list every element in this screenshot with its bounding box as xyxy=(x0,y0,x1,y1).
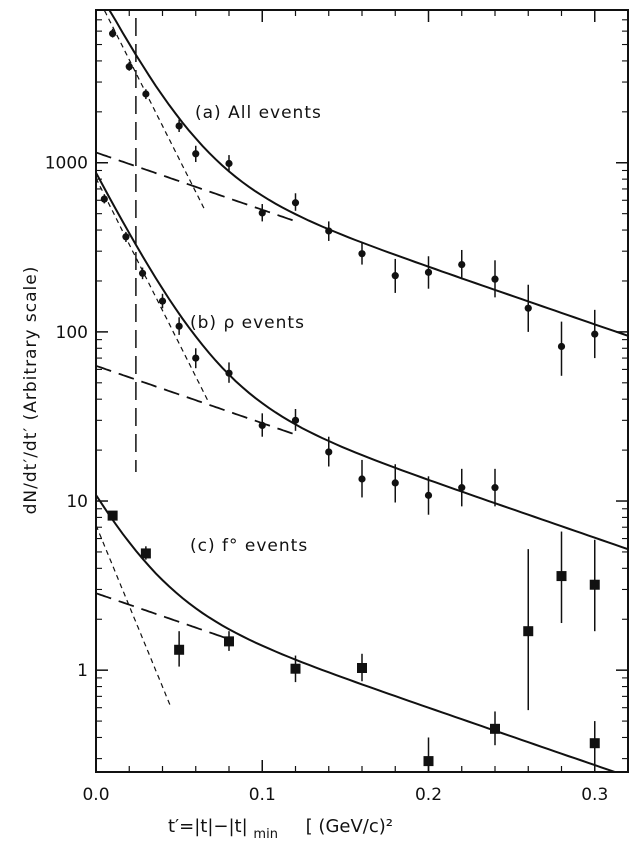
data-point-a-14 xyxy=(524,304,532,312)
x-tick-label-2: 0.2 xyxy=(415,785,442,805)
x-tick-label-0: 0.0 xyxy=(82,785,109,805)
data-point-c-8 xyxy=(523,626,534,637)
data-point-c-11 xyxy=(589,738,600,749)
data-point-b-13 xyxy=(458,484,466,492)
fit-fast-a xyxy=(96,9,205,209)
y-tick-label-2: 100 xyxy=(56,323,88,343)
data-point-a-13 xyxy=(491,275,499,283)
data-point-a-6 xyxy=(258,209,266,217)
data-point-a-10 xyxy=(391,272,399,280)
data-point-b-7 xyxy=(258,421,266,429)
x-axis-label-main: t′=|t|−|t| xyxy=(168,816,248,837)
fit-total-a xyxy=(96,9,629,337)
axis-ticks: 0.0 0.1 0.2 0.3 1 10 100 1000 xyxy=(45,9,628,805)
data-point-b-3 xyxy=(158,297,167,305)
fit-slow-a xyxy=(95,151,296,223)
fit-total-b xyxy=(95,172,629,551)
x-tick-label-3: 0.3 xyxy=(581,785,608,805)
data-point-a-8 xyxy=(325,227,333,235)
x-axis-label-unit: [ (GeV/c)² xyxy=(306,816,393,837)
data-point-c-7 xyxy=(490,723,500,734)
y-tick-label-3: 1000 xyxy=(45,154,88,174)
data-point-b-4 xyxy=(175,322,183,330)
data-point-c-5 xyxy=(357,662,367,673)
data-point-c-3 xyxy=(224,636,234,647)
data-point-c-4 xyxy=(290,663,301,674)
data-point-b-12 xyxy=(424,491,433,499)
data-point-b-10 xyxy=(358,475,366,483)
data-point-b-6 xyxy=(225,369,233,377)
y-tick-label-0: 1 xyxy=(77,661,88,681)
fit-slow-c xyxy=(95,592,230,640)
data-point-a-3 xyxy=(175,122,183,130)
data-points xyxy=(100,28,600,772)
data-point-b-14 xyxy=(491,484,499,492)
data-point-a-0 xyxy=(109,30,117,38)
series-label-b: (b) ρ events xyxy=(190,313,305,333)
data-point-b-5 xyxy=(192,354,200,362)
data-point-a-9 xyxy=(358,250,366,258)
fit-total-c xyxy=(95,494,628,773)
data-point-b-1 xyxy=(122,233,130,241)
data-point-a-4 xyxy=(192,150,200,158)
data-point-b-8 xyxy=(291,416,300,424)
data-point-a-11 xyxy=(424,268,433,276)
data-point-b-2 xyxy=(138,269,147,277)
data-point-b-0 xyxy=(100,195,108,203)
data-point-c-1 xyxy=(140,548,151,559)
y-tick-label-1: 10 xyxy=(66,492,88,512)
x-axis-label-subscript: min xyxy=(253,827,278,842)
series-label-a: (a) All events xyxy=(195,103,322,123)
x-axis-label: t′=|t|−|t| min [ (GeV/c)² xyxy=(168,816,393,843)
data-point-a-1 xyxy=(125,63,133,71)
fit-fast-c xyxy=(95,524,172,708)
data-point-c-10 xyxy=(589,579,600,590)
data-point-a-5 xyxy=(225,159,233,168)
data-point-c-2 xyxy=(174,644,185,655)
data-point-c-9 xyxy=(556,571,567,582)
data-point-a-15 xyxy=(557,342,566,351)
x-tick-label-1: 0.1 xyxy=(249,785,276,805)
data-point-b-11 xyxy=(391,479,399,487)
y-axis-label: dN/dt′/dt′ (Arbitrary scale) xyxy=(21,266,41,515)
data-point-c-0 xyxy=(107,510,118,521)
fit-fast-b xyxy=(95,177,210,404)
data-point-a-2 xyxy=(142,90,150,98)
data-point-a-12 xyxy=(458,260,466,269)
series-label-c: (c) f° events xyxy=(190,536,308,556)
data-point-a-16 xyxy=(591,330,599,338)
data-point-b-9 xyxy=(325,448,333,456)
data-point-a-7 xyxy=(291,199,300,207)
